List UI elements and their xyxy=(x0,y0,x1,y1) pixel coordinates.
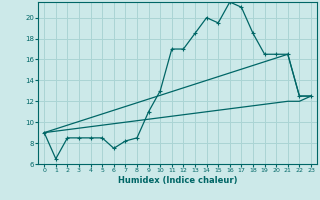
X-axis label: Humidex (Indice chaleur): Humidex (Indice chaleur) xyxy=(118,176,237,185)
